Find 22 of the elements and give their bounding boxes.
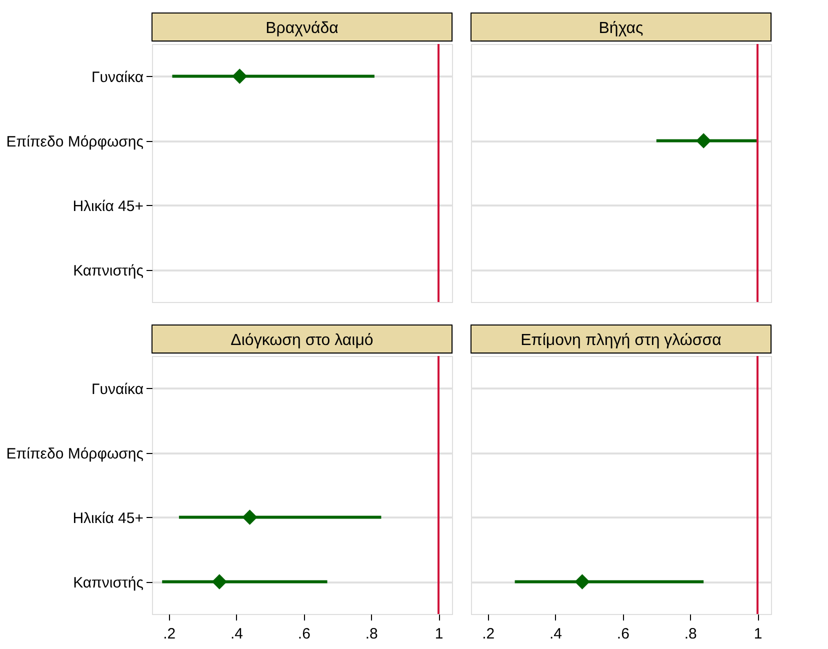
y-tick-label: Καπνιστής <box>73 574 144 592</box>
y-tick-label: Επίπεδο Μόρφωσης <box>6 133 144 150</box>
chart-title: Βραχνάδα <box>266 20 338 37</box>
x-tick-label: .6 <box>298 626 310 642</box>
x-tick-label: .6 <box>616 626 630 642</box>
y-tick-label: Γυναίκα <box>92 380 144 398</box>
x-tick-label: .2 <box>163 626 176 642</box>
chart-title: Διόγκωση στο λαιμό <box>230 332 374 349</box>
y-tick-label: Ηλικία 45+ <box>72 510 144 527</box>
y-tick-label: Γυναίκα <box>92 68 144 86</box>
x-tick-label: .8 <box>684 626 697 642</box>
y-tick-label: Καπνιστής <box>73 262 144 280</box>
chart-title: Επίμονη πληγή στη γλώσσα <box>520 332 722 349</box>
y-tick-label: Επίπεδο Μόρφωσης <box>6 445 144 462</box>
x-tick-label: 1 <box>434 626 444 642</box>
y-tick-label: Ηλικία 45+ <box>72 198 144 215</box>
x-tick-label: .4 <box>550 626 562 642</box>
x-tick-label: .2 <box>482 626 495 642</box>
x-tick-label: .8 <box>365 626 378 642</box>
x-tick-label: .4 <box>230 626 244 642</box>
chart-title: Βήχας <box>598 20 644 37</box>
x-tick-label: 1 <box>754 626 762 642</box>
